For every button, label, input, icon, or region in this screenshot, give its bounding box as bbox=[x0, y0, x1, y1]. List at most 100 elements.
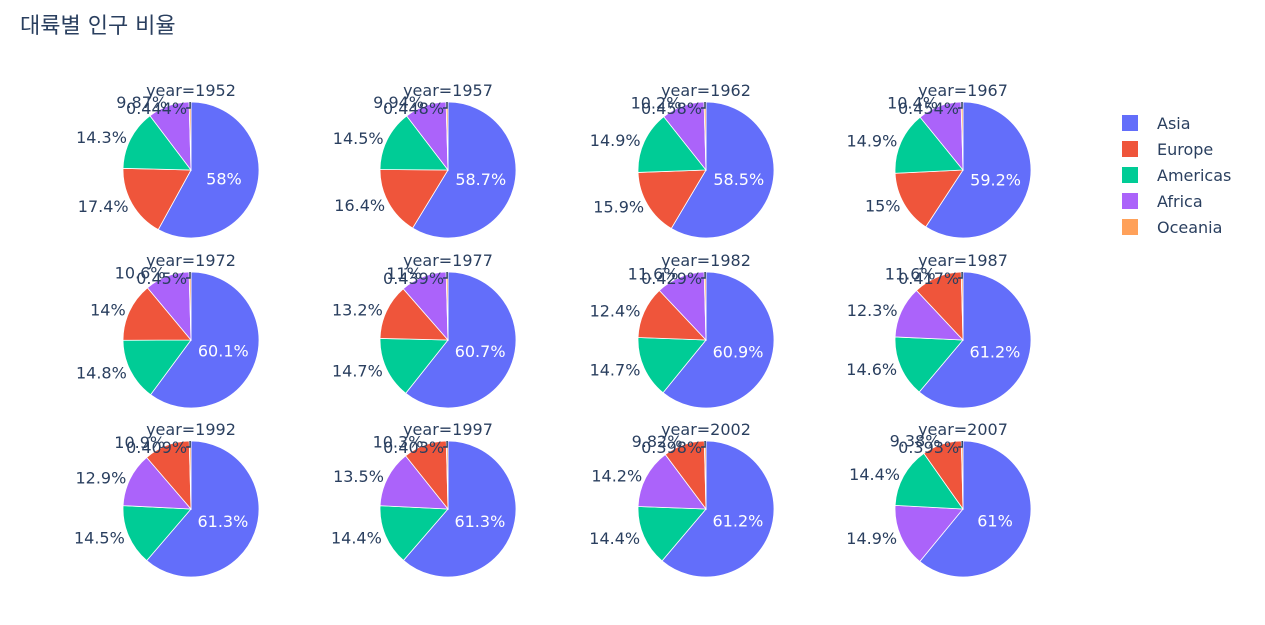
legend-item-oceania[interactable]: Oceania bbox=[1122, 218, 1222, 237]
label-oceania: 0.417% bbox=[898, 269, 959, 288]
slice-asia-year-2007[interactable] bbox=[919, 440, 1032, 578]
leader-line bbox=[701, 272, 706, 279]
leader-line bbox=[186, 102, 191, 109]
slice-asia-year-1992[interactable] bbox=[146, 440, 260, 578]
slice-americas-year-2002[interactable] bbox=[637, 506, 707, 562]
leader-line bbox=[701, 441, 706, 448]
slice-asia-year-1997[interactable] bbox=[402, 440, 517, 578]
label-europe: 16.4% bbox=[334, 196, 385, 215]
slice-americas-year-2007[interactable] bbox=[894, 452, 964, 510]
slice-europe-year-1977[interactable] bbox=[379, 288, 449, 341]
slice-americas-year-1952[interactable] bbox=[122, 115, 192, 171]
leader-line bbox=[186, 272, 191, 279]
slice-europe-year-1967[interactable] bbox=[894, 169, 964, 228]
chart-title: 대륙별 인구 비율 bbox=[20, 14, 176, 39]
label-americas: 14.8% bbox=[76, 364, 127, 383]
legend-item-asia[interactable]: Asia bbox=[1122, 114, 1191, 133]
label-africa: 13.5% bbox=[333, 467, 384, 486]
panel-title: year=1982 bbox=[661, 251, 751, 270]
pie-year-1967: year=1967 59.2% 15% 14.9% 10.4%0.454% bbox=[846, 81, 1032, 239]
slice-americas-year-1982[interactable] bbox=[637, 337, 707, 394]
legend-label: Americas bbox=[1157, 166, 1231, 185]
pie-year-1987: year=1987 61.2% 14.6% 12.3% 11.6%0.417% bbox=[846, 251, 1032, 409]
slice-americas-year-1997[interactable] bbox=[379, 505, 449, 561]
label-oceania: 0.393% bbox=[898, 438, 959, 457]
leader-line bbox=[443, 272, 448, 279]
slice-asia-year-1962[interactable] bbox=[670, 101, 775, 239]
slice-asia-year-1952[interactable] bbox=[157, 101, 260, 239]
slice-asia-year-1972[interactable] bbox=[150, 271, 260, 409]
label-europe: 15.9% bbox=[593, 198, 644, 217]
label-americas: 14.4% bbox=[331, 528, 382, 547]
slice-asia-year-2002[interactable] bbox=[661, 440, 775, 578]
label-asia: 61.2% bbox=[713, 512, 764, 531]
pie-year-1952: year=1952 58% 17.4% 14.3% 9.87%0.444% bbox=[76, 81, 260, 239]
label-africa: 9.94% bbox=[373, 93, 424, 112]
label-asia: 61.3% bbox=[454, 512, 505, 531]
label-asia: 61.3% bbox=[197, 512, 248, 531]
legend-swatch bbox=[1122, 167, 1138, 183]
label-asia: 59.2% bbox=[970, 171, 1021, 190]
panel-title: year=1987 bbox=[918, 251, 1008, 270]
pie-year-1962: year=1962 58.5% 15.9% 14.9% 10.2%0.458% bbox=[590, 81, 775, 239]
pie-year-1997: year=1997 61.3% 14.4% 13.5% 10.3%0.403% bbox=[331, 420, 517, 578]
legend: Asia Europe Americas Africa Oceania bbox=[1122, 114, 1231, 237]
legend-swatch bbox=[1122, 193, 1138, 209]
label-americas: 14.7% bbox=[332, 362, 383, 381]
slice-americas-year-1967[interactable] bbox=[894, 116, 964, 174]
label-americas: 14.4% bbox=[849, 465, 900, 484]
label-americas: 14.5% bbox=[74, 528, 125, 547]
slice-asia-year-1967[interactable] bbox=[925, 101, 1032, 239]
label-oceania: 0.429% bbox=[641, 269, 702, 288]
label-americas: 14.5% bbox=[333, 129, 384, 148]
panel-title: year=1992 bbox=[146, 420, 236, 439]
slice-europe-year-1957[interactable] bbox=[379, 169, 449, 229]
slice-europe-year-1952[interactable] bbox=[122, 167, 192, 231]
legend-item-africa[interactable]: Africa bbox=[1122, 192, 1203, 211]
leader-line bbox=[958, 272, 963, 279]
legend-swatch bbox=[1122, 219, 1138, 235]
panel-title: year=2007 bbox=[918, 420, 1008, 439]
slice-asia-year-1982[interactable] bbox=[662, 271, 775, 409]
panel-title: year=1967 bbox=[918, 81, 1008, 100]
label-africa: 12.9% bbox=[75, 468, 126, 487]
label-oceania: 0.444% bbox=[126, 99, 187, 118]
label-asia: 60.9% bbox=[713, 342, 764, 361]
label-oceania: 0.398% bbox=[641, 438, 702, 457]
slice-americas-year-1987[interactable] bbox=[894, 336, 964, 393]
slice-europe-year-1972[interactable] bbox=[122, 287, 192, 341]
slice-americas-year-1992[interactable] bbox=[122, 505, 192, 562]
slice-africa-year-1992[interactable] bbox=[122, 456, 192, 510]
label-asia: 58.7% bbox=[455, 170, 506, 189]
slice-americas-year-1957[interactable] bbox=[379, 115, 449, 171]
label-europe: 17.4% bbox=[78, 197, 129, 216]
slice-europe-year-1962[interactable] bbox=[637, 169, 707, 230]
label-europe: 10.3% bbox=[373, 432, 424, 451]
pie-year-2002: year=2002 61.2% 14.4% 14.2% 9.82%0.398% bbox=[589, 420, 775, 578]
label-asia: 58% bbox=[206, 169, 242, 188]
pie-year-1957: year=1957 58.7% 16.4% 14.5% 9.94%0.448% bbox=[333, 81, 517, 239]
slice-americas-year-1962[interactable] bbox=[637, 116, 707, 173]
label-europe: 10.9% bbox=[114, 433, 165, 452]
slice-africa-year-2002[interactable] bbox=[637, 453, 707, 510]
slice-americas-year-1977[interactable] bbox=[379, 338, 449, 394]
slice-africa-year-1997[interactable] bbox=[379, 455, 449, 510]
leader-line bbox=[958, 102, 963, 109]
label-africa: 9.87% bbox=[116, 93, 167, 112]
panel-title: year=1962 bbox=[661, 81, 751, 100]
slice-africa-year-2007[interactable] bbox=[894, 504, 964, 563]
leader-line bbox=[701, 102, 706, 109]
label-europe: 14% bbox=[90, 301, 126, 320]
legend-item-europe[interactable]: Europe bbox=[1122, 140, 1213, 159]
label-africa: 12.3% bbox=[847, 301, 898, 320]
slice-asia-year-1977[interactable] bbox=[405, 271, 517, 409]
slice-asia-year-1957[interactable] bbox=[412, 101, 517, 239]
leader-line bbox=[186, 441, 191, 448]
slice-asia-year-1987[interactable] bbox=[918, 271, 1032, 409]
leader-line bbox=[958, 441, 963, 448]
slice-americas-year-1972[interactable] bbox=[122, 339, 192, 396]
label-europe: 9.38% bbox=[890, 432, 941, 451]
label-africa: 11% bbox=[386, 264, 422, 283]
legend-item-americas[interactable]: Americas bbox=[1122, 166, 1231, 185]
